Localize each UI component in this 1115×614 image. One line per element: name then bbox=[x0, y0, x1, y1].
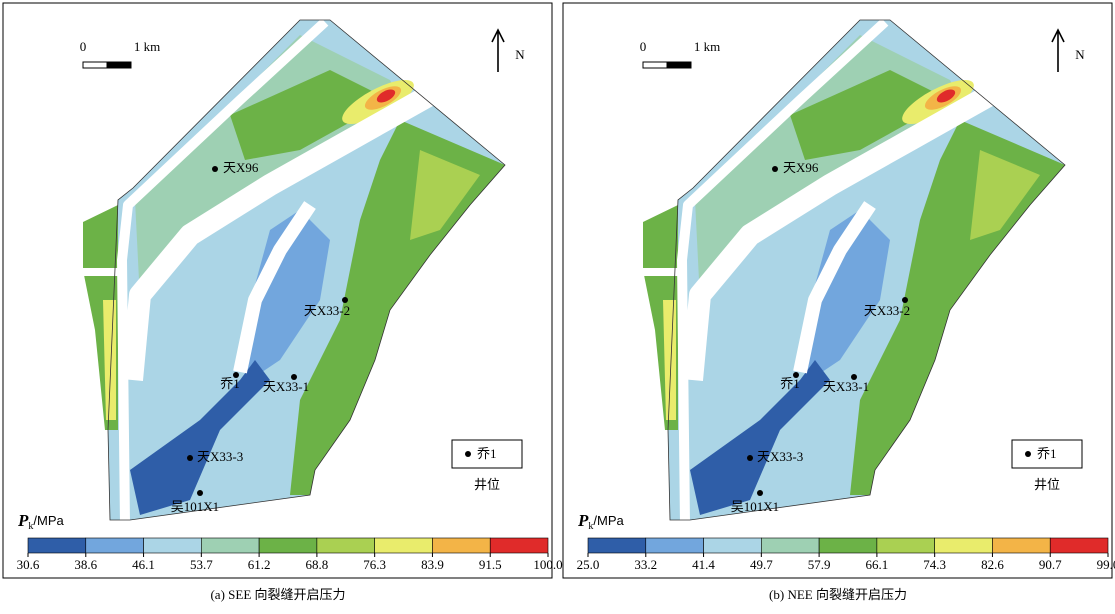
colorbar-segment bbox=[992, 538, 1050, 553]
colorbar-tick-label: 76.3 bbox=[363, 557, 386, 572]
caption: (b) NEE 向裂缝开启压力 bbox=[769, 587, 907, 602]
colorbar-segment bbox=[144, 538, 202, 553]
colorbar-tick-label: 82.6 bbox=[981, 557, 1004, 572]
colorbar-tick-label: 41.4 bbox=[692, 557, 715, 572]
well-label: 乔1 bbox=[780, 376, 800, 391]
colorbar-segment bbox=[432, 538, 490, 553]
well-label: 天X33-1 bbox=[823, 379, 869, 394]
colorbar-tick-label: 66.1 bbox=[866, 557, 889, 572]
well-label: 吴101X1 bbox=[731, 499, 779, 514]
map-panel bbox=[640, 20, 1065, 525]
north-arrow bbox=[492, 30, 504, 72]
colorbar-unit-part: P bbox=[577, 511, 589, 530]
colorbar-segment bbox=[646, 538, 704, 553]
map-panel bbox=[80, 20, 505, 525]
colorbar-tick-label: 38.6 bbox=[74, 557, 97, 572]
scale-bar bbox=[667, 62, 691, 68]
scale-bar bbox=[107, 62, 131, 68]
colorbar-tick-label: 91.5 bbox=[479, 557, 502, 572]
colorbar-segment bbox=[490, 538, 548, 553]
figure: 0 1 km N 天X96 天X33-2 乔1 天X33-1 天X33-3 吴101X1 乔1 井位… bbox=[0, 0, 1115, 609]
scale-label: 1 km bbox=[694, 39, 720, 54]
colorbar-tick-label: 30.6 bbox=[17, 557, 40, 572]
legend-marker bbox=[1025, 451, 1031, 457]
well-label: 吴101X1 bbox=[171, 499, 219, 514]
colorbar-unit-part: /MPa bbox=[33, 513, 64, 528]
colorbar-tick-label: 100.0 bbox=[533, 557, 562, 572]
legend-marker bbox=[465, 451, 471, 457]
colorbar-segment bbox=[935, 538, 993, 553]
well-marker bbox=[212, 166, 218, 172]
legend-title: 井位 bbox=[474, 477, 500, 492]
well-label: 天X33-3 bbox=[197, 449, 243, 464]
colorbar-segment bbox=[375, 538, 433, 553]
colorbar-segment bbox=[317, 538, 375, 553]
well-label: 天X96 bbox=[223, 160, 259, 175]
colorbar-tick-label: 46.1 bbox=[132, 557, 155, 572]
colorbar-tick-label: 33.2 bbox=[634, 557, 657, 572]
well-marker bbox=[187, 455, 193, 461]
colorbar-unit: Pk/MPa bbox=[17, 511, 65, 532]
colorbar-tick-label: 83.9 bbox=[421, 557, 444, 572]
colorbar-segment bbox=[86, 538, 144, 553]
well-label: 天X33-2 bbox=[304, 303, 350, 318]
colorbar-segment bbox=[259, 538, 317, 553]
scale-label: 0 bbox=[80, 39, 87, 54]
legend-title: 井位 bbox=[1034, 477, 1060, 492]
colorbar-segment bbox=[877, 538, 935, 553]
colorbar-unit-part: P bbox=[17, 511, 29, 530]
well-label: 天X33-1 bbox=[263, 379, 309, 394]
well-label: 天X96 bbox=[783, 160, 819, 175]
colorbar-segment bbox=[28, 538, 86, 553]
colorbar-tick-label: 49.7 bbox=[750, 557, 773, 572]
colorbar-segment bbox=[704, 538, 762, 553]
well-label: 天X33-3 bbox=[757, 449, 803, 464]
colorbar-segment bbox=[201, 538, 259, 553]
north-label: N bbox=[515, 47, 525, 62]
caption: (a) SEE 向裂缝开启压力 bbox=[210, 587, 345, 602]
legend-label: 乔1 bbox=[1037, 446, 1057, 461]
scale-label: 1 km bbox=[134, 39, 160, 54]
colorbar-tick-label: 61.2 bbox=[248, 557, 271, 572]
colorbar-unit: Pk/MPa bbox=[577, 511, 625, 532]
well-label: 乔1 bbox=[220, 376, 240, 391]
colorbar-tick-label: 57.9 bbox=[808, 557, 831, 572]
colorbar-tick-label: 99.0 bbox=[1097, 557, 1115, 572]
well-marker bbox=[757, 490, 763, 496]
colorbar-tick-label: 68.8 bbox=[306, 557, 329, 572]
well-marker bbox=[747, 455, 753, 461]
colorbar-tick-label: 74.3 bbox=[923, 557, 946, 572]
colorbar-tick-label: 25.0 bbox=[577, 557, 600, 572]
colorbar-unit-part: /MPa bbox=[593, 513, 624, 528]
well-label: 天X33-2 bbox=[864, 303, 910, 318]
scale-bar bbox=[643, 62, 667, 68]
legend-label: 乔1 bbox=[477, 446, 497, 461]
well-marker bbox=[197, 490, 203, 496]
scale-bar bbox=[83, 62, 107, 68]
well-marker bbox=[772, 166, 778, 172]
colorbar-segment bbox=[761, 538, 819, 553]
colorbar-segment bbox=[1050, 538, 1108, 553]
colorbar-tick-label: 90.7 bbox=[1039, 557, 1062, 572]
colorbar-segment bbox=[588, 538, 646, 553]
north-arrow bbox=[1052, 30, 1064, 72]
scale-label: 0 bbox=[640, 39, 647, 54]
north-label: N bbox=[1075, 47, 1085, 62]
colorbar-segment bbox=[819, 538, 877, 553]
colorbar-tick-label: 53.7 bbox=[190, 557, 213, 572]
